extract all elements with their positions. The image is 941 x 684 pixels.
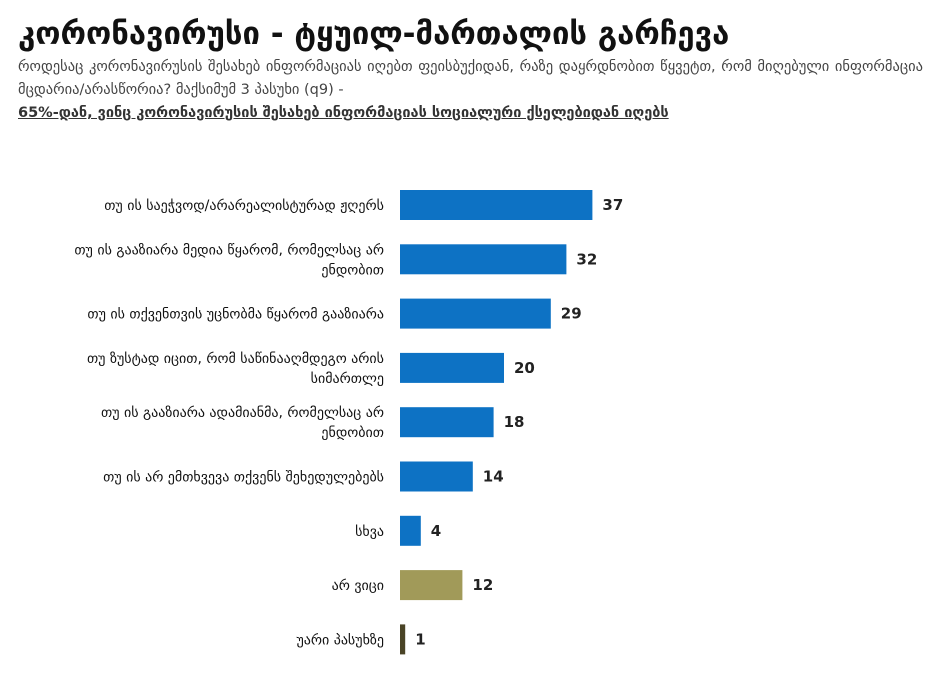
category-label-7: სხვა bbox=[355, 524, 384, 540]
category-label-5: თუ ის გააზიარა ადამიანმა, რომელსაც არ ენდ… bbox=[101, 404, 384, 441]
value-label-6: 14 bbox=[483, 468, 504, 486]
bar-9 bbox=[400, 624, 406, 655]
category-label-3: თუ ის თქვენთვის უცნობმა წყარომ გააზიარა bbox=[87, 306, 384, 323]
bar-1 bbox=[400, 190, 593, 220]
value-label-2: 32 bbox=[576, 250, 597, 268]
category-label-8: არ ვიცი bbox=[332, 577, 384, 594]
category-label-9: უარი პასუხზე bbox=[296, 631, 384, 648]
chart-subtitle: როდესაც კორონავირუსის შესახებ ინფორმაცია… bbox=[18, 56, 923, 125]
value-label-9: 1 bbox=[415, 630, 425, 648]
chart-title: კორონავირუსი - ტყუილ-მართალის გარჩევა bbox=[18, 16, 730, 52]
category-label-2: თუ ის გააზიარა მედია წყარომ, რომელსაც არ… bbox=[74, 241, 384, 278]
value-label-5: 18 bbox=[504, 413, 525, 431]
category-label-4: თუ ზუსტად იცით, რომ საწინააღმდეგო არის სი… bbox=[87, 350, 384, 387]
category-label-6: თუ ის არ ემთხვევა თქვენს შეხედულებებს bbox=[103, 469, 384, 486]
bar-4 bbox=[400, 352, 504, 383]
value-label-7: 4 bbox=[431, 522, 441, 540]
category-label-1: თუ ის საეჭვოდ/არარეალისტურად ჟღერს bbox=[104, 197, 384, 214]
bar-7 bbox=[400, 515, 421, 546]
value-label-4: 20 bbox=[514, 359, 535, 377]
bar-6 bbox=[400, 461, 473, 492]
chart-subtitle-text: როდესაც კორონავირუსის შესახებ ინფორმაცია… bbox=[18, 59, 923, 98]
bar-8 bbox=[400, 570, 463, 601]
chart-header: კორონავირუსი - ტყუილ-მართალის გარჩევა რო… bbox=[18, 14, 923, 125]
bar-2 bbox=[400, 244, 567, 275]
chart-subtitle-highlight: 65%-დან, ვინც კორონავირუსის შესახებ ინფო… bbox=[18, 105, 669, 121]
value-label-8: 12 bbox=[472, 576, 493, 594]
value-label-1: 37 bbox=[602, 196, 623, 214]
value-label-3: 29 bbox=[561, 305, 582, 323]
bar-5 bbox=[400, 407, 494, 438]
bar-3 bbox=[400, 298, 551, 329]
